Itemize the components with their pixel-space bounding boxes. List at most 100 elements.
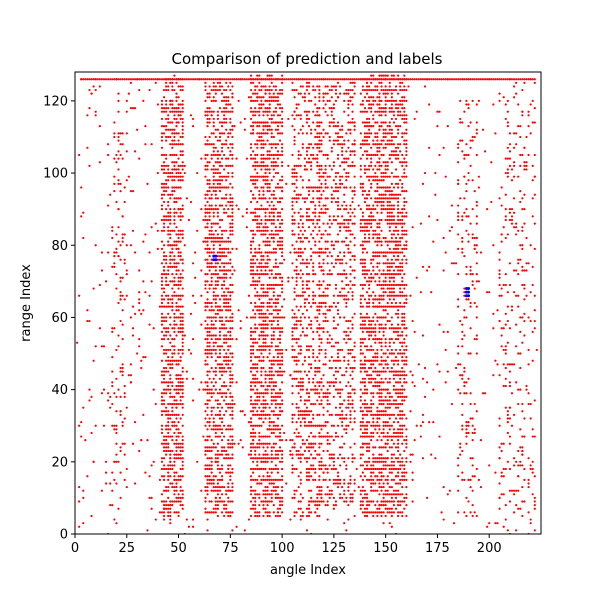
scatter-point <box>216 305 220 308</box>
scatter-point <box>316 171 319 175</box>
scatter-point <box>324 171 327 175</box>
scatter-point <box>332 460 335 463</box>
scatter-point <box>171 110 174 113</box>
scatter-point <box>160 345 164 348</box>
scatter-point <box>322 478 325 481</box>
scatter-point <box>220 309 224 312</box>
scatter-point <box>314 471 317 474</box>
scatter-point <box>212 345 215 348</box>
scatter-point <box>339 402 342 406</box>
scatter-point <box>332 467 335 471</box>
scatter-point <box>165 215 168 218</box>
scatter-point <box>378 363 381 366</box>
scatter-point <box>256 482 259 485</box>
scatter-point <box>276 413 280 416</box>
scatter-point <box>252 236 255 240</box>
scatter-point <box>264 341 267 344</box>
scatter-point <box>347 482 350 485</box>
scatter-point <box>181 106 184 110</box>
scatter-point <box>374 460 377 463</box>
scatter-point <box>266 392 269 395</box>
scatter-point <box>307 186 311 189</box>
scatter-point <box>160 117 164 121</box>
scatter-point <box>268 424 271 427</box>
scatter-point <box>281 504 284 507</box>
scatter-point <box>175 446 178 449</box>
scatter-point <box>316 381 319 384</box>
scatter-point <box>293 467 296 471</box>
scatter-point <box>353 392 356 395</box>
scatter-point <box>347 229 350 232</box>
scatter-point <box>216 276 220 279</box>
scatter-point <box>291 78 294 81</box>
scatter-point <box>231 489 234 492</box>
scatter-point <box>218 236 222 240</box>
scatter-point <box>173 421 176 424</box>
scatter-point <box>210 511 213 514</box>
scatter-point <box>386 475 389 478</box>
scatter-point <box>378 280 381 283</box>
scatter-point <box>339 273 342 276</box>
scatter-point <box>223 359 226 362</box>
scatter-point <box>324 392 327 395</box>
scatter-point <box>374 190 377 193</box>
scatter-point <box>212 265 215 269</box>
scatter-point <box>322 262 325 265</box>
scatter-point <box>374 218 377 222</box>
scatter-point <box>361 446 364 449</box>
scatter-point <box>225 457 228 460</box>
scatter-point <box>181 406 184 409</box>
scatter-point <box>349 417 352 420</box>
scatter-point <box>162 442 166 445</box>
scatter-point <box>212 233 215 236</box>
scatter-point <box>307 280 311 283</box>
scatter-point <box>252 478 255 481</box>
scatter-point <box>220 269 224 272</box>
scatter-point <box>307 240 311 243</box>
scatter-point <box>225 240 228 243</box>
scatter-point <box>268 319 271 323</box>
scatter-point <box>225 334 228 337</box>
scatter-point <box>175 471 178 474</box>
scatter-point <box>368 240 371 243</box>
scatter-point <box>260 258 263 261</box>
scatter-point <box>214 294 217 297</box>
scatter-point <box>270 377 273 380</box>
scatter-point <box>384 190 387 193</box>
scatter-point <box>310 464 313 467</box>
scatter-point <box>281 222 284 225</box>
scatter-point <box>258 309 261 312</box>
scatter-point <box>310 402 313 406</box>
scatter-point <box>264 229 267 232</box>
scatter-point <box>264 345 267 348</box>
scatter-point <box>324 85 327 88</box>
scatter-point <box>326 114 329 117</box>
scatter-point <box>179 273 182 276</box>
scatter-point <box>171 410 174 413</box>
scatter-point <box>218 171 222 175</box>
scatter-point <box>266 74 269 77</box>
scatter-point <box>262 143 265 146</box>
scatter-point <box>206 399 209 402</box>
scatter-point <box>305 265 309 269</box>
scatter-point <box>206 356 209 359</box>
scatter-point <box>210 352 213 355</box>
scatter-point <box>223 265 226 269</box>
scatter-point <box>266 99 269 102</box>
scatter-point <box>272 381 275 384</box>
scatter-point <box>274 345 277 348</box>
scatter-point <box>318 413 321 416</box>
scatter-point <box>249 381 253 384</box>
scatter-point <box>175 92 178 95</box>
scatter-point <box>256 460 259 463</box>
scatter-point <box>252 164 255 167</box>
scatter-point <box>210 446 213 449</box>
scatter-point <box>169 334 172 337</box>
scatter-point <box>278 370 282 373</box>
scatter-point <box>218 485 222 489</box>
scatter-point <box>260 139 263 142</box>
scatter-point <box>256 269 259 272</box>
scatter-point <box>318 204 321 207</box>
scatter-point <box>212 179 215 182</box>
scatter-point <box>175 106 178 110</box>
